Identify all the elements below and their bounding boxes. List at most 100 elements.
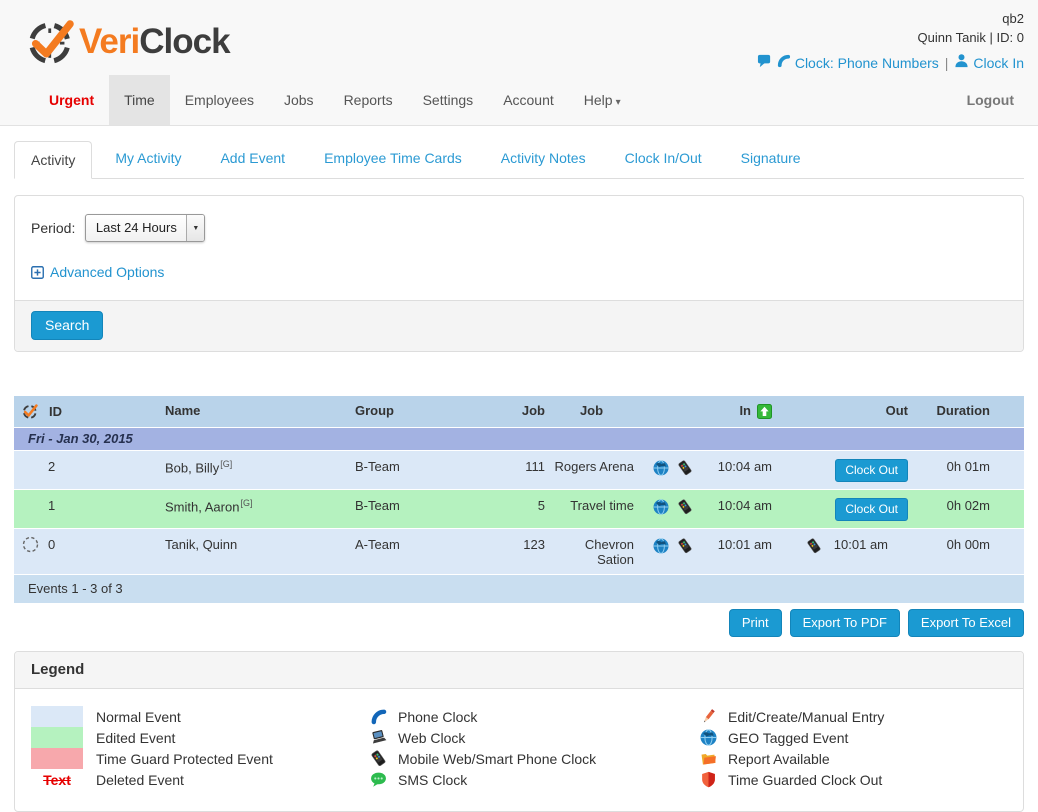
- select-dropdown-arrow-icon: ▼: [186, 215, 205, 241]
- clock-out-button[interactable]: Clock Out: [835, 459, 908, 483]
- column-header-duration[interactable]: Duration: [914, 396, 1024, 428]
- clock-in-link[interactable]: Clock In: [973, 54, 1024, 71]
- clock-status-icon: [22, 404, 38, 419]
- pending-circle-icon: [22, 536, 39, 556]
- export-excel-button[interactable]: Export To Excel: [907, 609, 1024, 638]
- tab-activity-notes[interactable]: Activity Notes: [500, 150, 586, 166]
- chat-bubble-icon[interactable]: [757, 53, 772, 73]
- clock-out-time: 10:01 am: [833, 537, 888, 553]
- advanced-options-toggle[interactable]: Advanced Options: [31, 264, 1007, 280]
- smartphone-icon: [367, 750, 389, 767]
- nav-item-jobs[interactable]: Jobs: [283, 92, 314, 108]
- clock-logo-icon: [29, 19, 74, 64]
- normal-event-swatch: [31, 706, 83, 728]
- tab-activity[interactable]: Activity: [14, 141, 93, 179]
- clock-phone-numbers-link[interactable]: Clock: Phone Numbers: [794, 54, 939, 71]
- job-name: Chevron Sation: [545, 528, 642, 575]
- deleted-event-sample: Text: [43, 771, 71, 788]
- employee-name: Tanik, Quinn: [165, 537, 238, 553]
- column-header-name[interactable]: Name: [154, 396, 344, 428]
- logo-clock-text: Clock: [139, 21, 230, 61]
- event-duration: 0h 01m: [914, 450, 1024, 490]
- nav-item-help[interactable]: Help ▾: [569, 75, 636, 125]
- folder-icon: [697, 750, 719, 767]
- sort-ascending-icon[interactable]: [757, 404, 772, 420]
- vericlock-logo: VeriClock: [26, 10, 231, 73]
- tab-employee-time-cards[interactable]: Employee Time Cards: [324, 150, 462, 166]
- column-header-id[interactable]: ID: [14, 396, 154, 428]
- laptop-icon: [367, 729, 389, 746]
- time-guard-event-swatch: [31, 748, 83, 770]
- legend-title: Legend: [15, 652, 1023, 690]
- smartphone-icon: [678, 499, 692, 514]
- logo-wordmark: VeriClock: [79, 21, 231, 62]
- nav-spacer: [636, 75, 967, 125]
- clock-out-button[interactable]: Clock Out: [835, 498, 908, 522]
- smartphone-icon: [678, 538, 692, 553]
- legend-label: Mobile Web/Smart Phone Clock: [398, 750, 597, 767]
- event-row: 2 Bob, Billy[G] B-Team 111 Rogers Arena …: [14, 450, 1024, 490]
- in-header-label: In: [739, 403, 751, 418]
- nav-item-employees[interactable]: Employees: [184, 92, 254, 108]
- job-number: 5: [494, 489, 545, 529]
- tab-signature[interactable]: Signature: [740, 150, 801, 166]
- event-id: 1: [48, 498, 56, 514]
- legend-label: Edited Event: [96, 729, 176, 746]
- legend-label: Web Clock: [398, 729, 466, 746]
- nav-item-account[interactable]: Account: [503, 92, 554, 108]
- page-header: VeriClock qb2 Quinn Tanik | ID: 0 Clock:…: [0, 0, 1038, 126]
- geo-tagged-icon[interactable]: [653, 459, 669, 476]
- legend-label: Edit/Create/Manual Entry: [728, 708, 885, 725]
- column-header-out[interactable]: Out: [780, 396, 914, 428]
- person-icon: [954, 53, 969, 73]
- geo-badge: [G]: [220, 459, 233, 470]
- clock-in-time: 10:04 am: [704, 450, 780, 490]
- print-button[interactable]: Print: [728, 609, 782, 638]
- sms-bubble-icon: [367, 771, 389, 788]
- nav-item-time[interactable]: Time: [109, 75, 170, 125]
- event-row: 0 Tanik, Quinn A-Team 123 Chevron Sation…: [14, 528, 1024, 575]
- column-header-job-name[interactable]: Job: [545, 396, 642, 428]
- clock-in-time: 10:04 am: [704, 489, 780, 529]
- search-button[interactable]: Search: [31, 311, 104, 340]
- clock-in-time: 10:01 am: [704, 528, 780, 575]
- legend-label: SMS Clock: [398, 771, 468, 788]
- job-number: 123: [494, 528, 545, 575]
- tab-my-activity[interactable]: My Activity: [115, 150, 182, 166]
- period-select-value: Last 24 Hours: [95, 220, 177, 235]
- legend-label: Report Available: [728, 750, 830, 767]
- header-link-separator: |: [944, 54, 949, 71]
- geo-tagged-icon[interactable]: [653, 498, 669, 515]
- event-id: 2: [48, 459, 56, 475]
- nav-item-reports[interactable]: Reports: [343, 92, 393, 108]
- column-header-group[interactable]: Group: [344, 396, 494, 428]
- advanced-options-label: Advanced Options: [50, 264, 165, 280]
- export-pdf-button[interactable]: Export To PDF: [789, 609, 900, 638]
- table-footer-row: Events 1 - 3 of 3: [14, 574, 1024, 604]
- column-header-job-number[interactable]: Job: [494, 396, 545, 428]
- legend-label: Phone Clock: [398, 708, 478, 725]
- account-id: qb2: [1002, 11, 1024, 26]
- phone-handset-icon[interactable]: [776, 53, 791, 73]
- logout-button[interactable]: Logout: [966, 92, 1014, 108]
- legend-label: Time Guard Protected Event: [96, 750, 273, 767]
- tab-clock-in-out[interactable]: Clock In/Out: [624, 150, 702, 166]
- edited-event-swatch: [31, 727, 83, 749]
- user-info: Quinn Tanik | ID: 0: [917, 30, 1024, 45]
- globe-icon: [697, 729, 719, 746]
- tab-add-event[interactable]: Add Event: [220, 150, 286, 166]
- group-name: B-Team: [344, 489, 494, 529]
- logo-veri-text: Veri: [79, 21, 140, 61]
- job-name: Travel time: [545, 489, 642, 529]
- geo-tagged-icon[interactable]: [653, 537, 669, 554]
- table-header-row: ID Name Group Job Job In Out Duration: [14, 396, 1024, 428]
- column-header-in[interactable]: In: [704, 396, 780, 428]
- smartphone-icon: [807, 538, 821, 553]
- legend-label: Deleted Event: [96, 771, 184, 788]
- event-duration: 0h 00m: [914, 528, 1024, 575]
- period-select[interactable]: Last 24 Hours ▼: [85, 214, 206, 242]
- nav-item-urgent[interactable]: Urgent: [49, 92, 95, 108]
- event-row: 1 Smith, Aaron[G] B-Team 5 Travel time 1…: [14, 489, 1024, 529]
- nav-item-settings[interactable]: Settings: [422, 92, 474, 108]
- group-name: A-Team: [344, 528, 494, 575]
